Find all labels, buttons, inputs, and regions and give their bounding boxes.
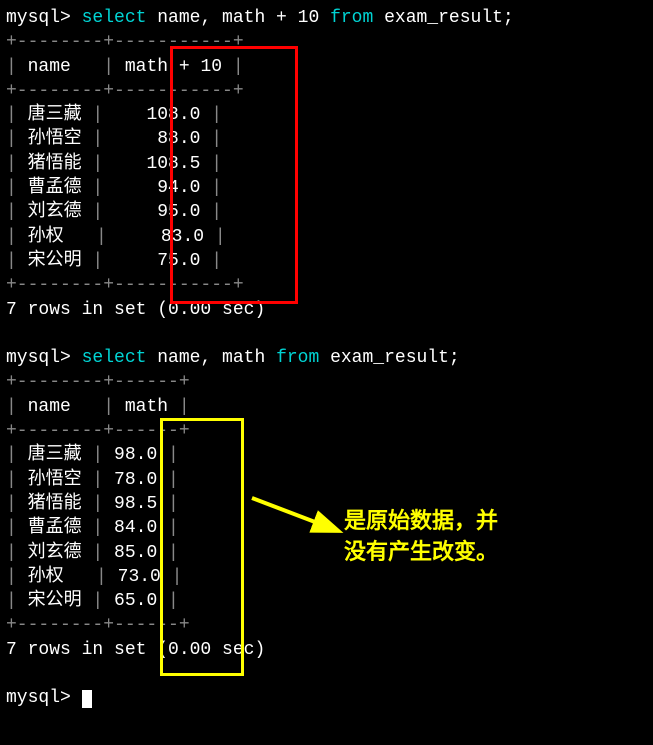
col-header-math: math xyxy=(114,397,179,417)
select-keyword: select xyxy=(82,348,147,368)
table-row: | 猪悟能 | 108.5 | xyxy=(6,152,647,176)
terminal-output: mysql> select name, math + 10 from exam_… xyxy=(6,6,647,711)
table-separator: +--------+------+ xyxy=(6,613,647,637)
table-row: | 曹孟德 | 84.0 | xyxy=(6,516,647,540)
table-row: | 唐三藏 | 98.0 | xyxy=(6,443,647,467)
table-header-row: | name | math + 10 | xyxy=(6,55,647,79)
table-separator: +--------+-----------+ xyxy=(6,273,647,297)
select-keyword: select xyxy=(82,8,147,28)
mysql-prompt: mysql> xyxy=(6,8,71,28)
col-header-math: math + 10 xyxy=(114,57,233,77)
col-header-name: name xyxy=(17,397,103,417)
from-keyword: from xyxy=(276,348,319,368)
table-row: | 猪悟能 | 98.5 | xyxy=(6,492,647,516)
table-row: | 孙权 | 73.0 | xyxy=(6,565,647,589)
prompt-line[interactable]: mysql> xyxy=(6,686,647,710)
from-keyword: from xyxy=(330,8,373,28)
col-header-name: name xyxy=(17,57,103,77)
table-separator: +--------+-----------+ xyxy=(6,30,647,54)
table-separator: +--------+------+ xyxy=(6,370,647,394)
table-separator: +--------+-----------+ xyxy=(6,79,647,103)
table-row: | 孙悟空 | 78.0 | xyxy=(6,468,647,492)
table-header-row: | name | math | xyxy=(6,395,647,419)
table-row: | 曹孟德 | 94.0 | xyxy=(6,176,647,200)
table-row: | 唐三藏 | 108.0 | xyxy=(6,103,647,127)
query2-line: mysql> select name, math from exam_resul… xyxy=(6,346,647,370)
table-row: | 孙悟空 | 88.0 | xyxy=(6,127,647,151)
cursor-icon xyxy=(82,690,92,708)
query1-line: mysql> select name, math + 10 from exam_… xyxy=(6,6,647,30)
table-row: | 宋公明 | 75.0 | xyxy=(6,249,647,273)
mysql-prompt: mysql> xyxy=(6,348,71,368)
table-row: | 孙权 | 83.0 | xyxy=(6,225,647,249)
mysql-prompt: mysql> xyxy=(6,688,71,708)
table-row: | 刘玄德 | 85.0 | xyxy=(6,541,647,565)
table-row: | 宋公明 | 65.0 | xyxy=(6,589,647,613)
result-message: 7 rows in set (0.00 sec) xyxy=(6,638,647,662)
annotation-text: 是原始数据，并 没有产生改变。 xyxy=(344,506,498,568)
result-message: 7 rows in set (0.00 sec) xyxy=(6,298,647,322)
table-separator: +--------+------+ xyxy=(6,419,647,443)
table-row: | 刘玄德 | 95.0 | xyxy=(6,200,647,224)
